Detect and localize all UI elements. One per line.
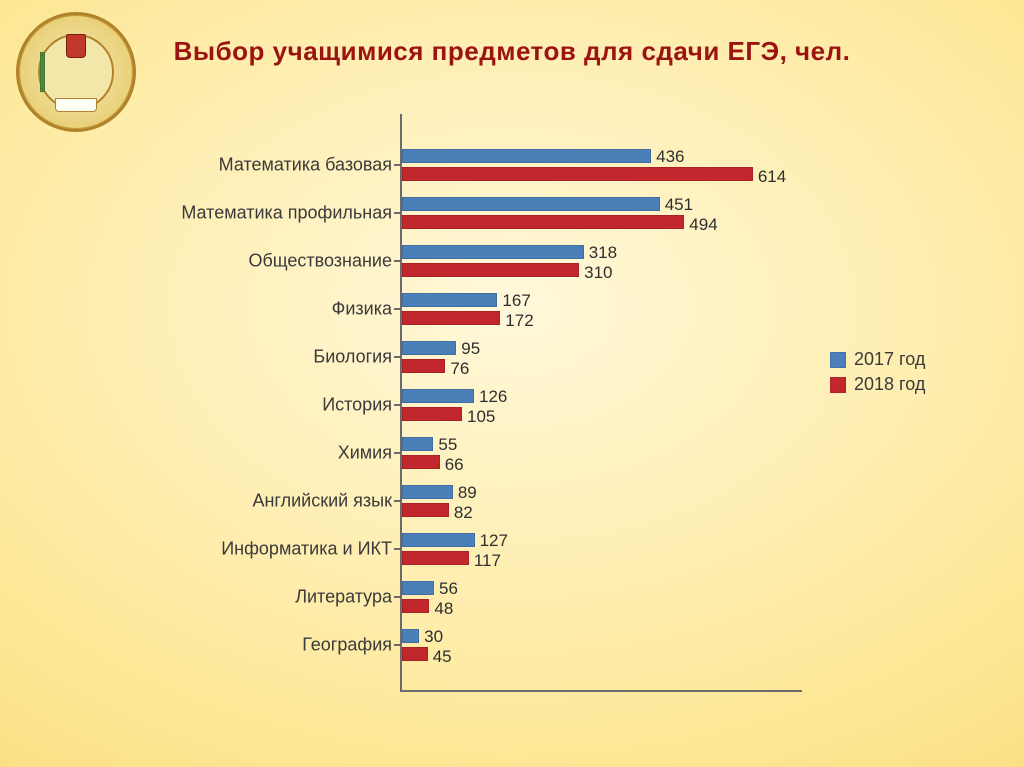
category-row: Химия5566 (402, 429, 802, 477)
bar-value-label: 48 (428, 599, 453, 619)
category-label: Биология (82, 347, 402, 368)
legend-item-2017: 2017 год (830, 349, 925, 370)
chart-legend: 2017 год 2018 год (830, 345, 925, 399)
category-label: География (82, 635, 402, 656)
slide-title: Выбор учащимися предметов для сдачи ЕГЭ,… (0, 36, 1024, 67)
bar-value-label: 127 (474, 531, 508, 551)
bar-y2017: 318 (402, 245, 584, 259)
bar-y2017: 451 (402, 197, 660, 211)
bar-y2018: 82 (402, 503, 449, 517)
axis-tick (394, 548, 402, 550)
bar-value-label: 89 (452, 483, 477, 503)
bar-value-label: 436 (650, 147, 684, 167)
category-label: Английский язык (82, 491, 402, 512)
bar-value-label: 167 (496, 291, 530, 311)
axis-tick (394, 596, 402, 598)
axis-tick (394, 260, 402, 262)
bar-y2017: 436 (402, 149, 651, 163)
slide: Выбор учащимися предметов для сдачи ЕГЭ,… (0, 0, 1024, 767)
bar-value-label: 82 (448, 503, 473, 523)
bar-value-label: 614 (752, 167, 786, 187)
bar-y2017: 167 (402, 293, 497, 307)
bar-y2017: 95 (402, 341, 456, 355)
axis-tick (394, 452, 402, 454)
legend-swatch-2017 (830, 352, 846, 368)
axis-tick (394, 404, 402, 406)
bar-value-label: 45 (427, 647, 452, 667)
bar-y2017: 126 (402, 389, 474, 403)
bar-value-label: 55 (432, 435, 457, 455)
bar-value-label: 66 (439, 455, 464, 475)
category-row: Биология9576 (402, 333, 802, 381)
bar-y2018: 105 (402, 407, 462, 421)
axis-tick (394, 164, 402, 166)
bar-y2017: 127 (402, 533, 475, 547)
bar-y2017: 30 (402, 629, 419, 643)
bar-value-label: 494 (683, 215, 717, 235)
category-row: Обществознание318310 (402, 237, 802, 285)
bar-y2017: 56 (402, 581, 434, 595)
axis-tick (394, 644, 402, 646)
bar-value-label: 105 (461, 407, 495, 427)
bar-value-label: 172 (499, 311, 533, 331)
bar-value-label: 318 (583, 243, 617, 263)
category-row: Математика базовая436614 (402, 141, 802, 189)
category-row: Информатика и ИКТ127117 (402, 525, 802, 573)
category-row: География3045 (402, 621, 802, 669)
category-label: Литература (82, 587, 402, 608)
bar-value-label: 126 (473, 387, 507, 407)
bar-y2017: 55 (402, 437, 433, 451)
bar-value-label: 56 (433, 579, 458, 599)
category-label: Химия (82, 443, 402, 464)
bar-value-label: 451 (659, 195, 693, 215)
legend-item-2018: 2018 год (830, 374, 925, 395)
bar-y2018: 66 (402, 455, 440, 469)
bar-value-label: 310 (578, 263, 612, 283)
bar-y2018: 172 (402, 311, 500, 325)
category-label: Математика базовая (82, 155, 402, 176)
org-seal-logo (16, 12, 136, 132)
chart-plot: Математика базовая436614Математика профи… (400, 120, 802, 692)
bar-value-label: 76 (444, 359, 469, 379)
category-label: Математика профильная (82, 203, 402, 224)
bar-value-label: 30 (418, 627, 443, 647)
axis-tick (394, 308, 402, 310)
category-label: Информатика и ИКТ (82, 539, 402, 560)
category-row: Физика167172 (402, 285, 802, 333)
axis-tick (394, 212, 402, 214)
legend-label-2017: 2017 год (854, 349, 925, 370)
legend-label-2018: 2018 год (854, 374, 925, 395)
bar-y2018: 614 (402, 167, 753, 181)
category-row: История126105 (402, 381, 802, 429)
category-row: Литература5648 (402, 573, 802, 621)
bar-value-label: 95 (455, 339, 480, 359)
axis-top-tick (400, 114, 402, 120)
legend-swatch-2018 (830, 377, 846, 393)
category-row: Английский язык8982 (402, 477, 802, 525)
bar-y2018: 48 (402, 599, 429, 613)
category-label: Физика (82, 299, 402, 320)
bar-y2018: 494 (402, 215, 684, 229)
bar-y2018: 45 (402, 647, 428, 661)
bar-y2018: 76 (402, 359, 445, 373)
category-label: История (82, 395, 402, 416)
subject-choice-chart: Математика базовая436614Математика профи… (80, 120, 950, 720)
bar-y2017: 89 (402, 485, 453, 499)
bar-y2018: 117 (402, 551, 469, 565)
category-row: Математика профильная451494 (402, 189, 802, 237)
axis-tick (394, 500, 402, 502)
axis-tick (394, 356, 402, 358)
bar-value-label: 117 (468, 551, 501, 571)
category-label: Обществознание (82, 251, 402, 272)
bar-y2018: 310 (402, 263, 579, 277)
